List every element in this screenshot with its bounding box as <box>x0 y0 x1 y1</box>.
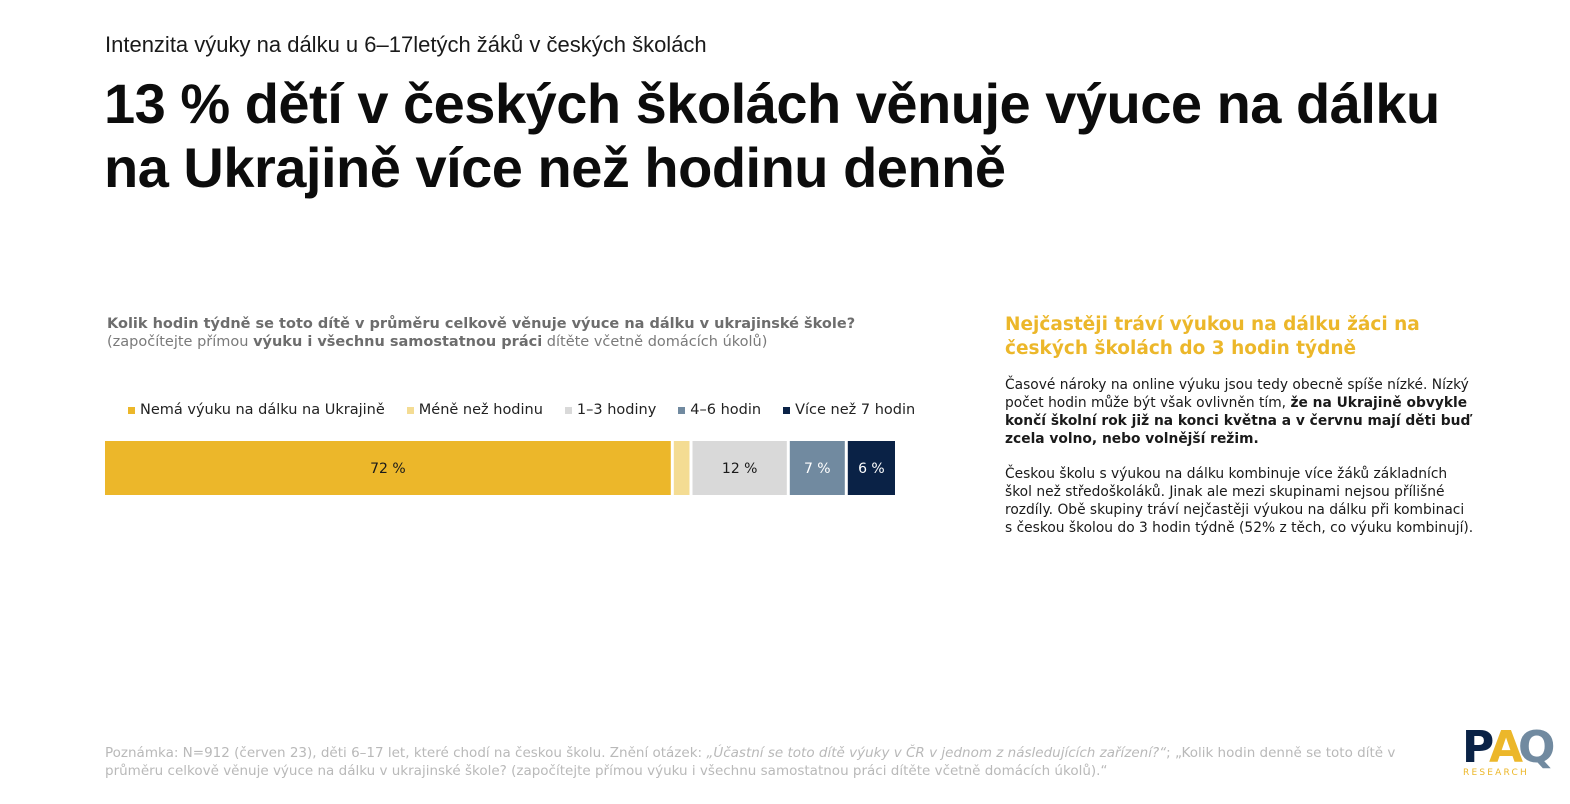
legend-label: 1–3 hodiny <box>576 402 657 418</box>
legend-swatch <box>678 406 686 414</box>
page-headline: 13 % dětí v českých školách věnuje výuce… <box>104 72 1440 199</box>
side-heading: Nejčastěji tráví výukou na dálku žáci na… <box>1005 314 1420 359</box>
bar-segment-1 <box>673 441 690 495</box>
side-p1-bold: že na Ukrajině obvykle končí školní rok … <box>1005 395 1471 447</box>
survey-question: Kolik hodin týdně se toto dítě v průměru… <box>107 315 855 351</box>
legend-item-1: Méně než hodinu <box>406 402 543 418</box>
footnote-question-1: „Účastní se toto dítě výuky v ČR v jedno… <box>706 745 1167 761</box>
logo-letter-p: P <box>1462 722 1494 773</box>
bar-segment-3 <box>789 441 845 495</box>
footnote-c: ; „Kolik hodin denně se toto dítě v prům… <box>105 745 1396 779</box>
legend-label: Nemá výuku na dálku na Ukrajině <box>140 402 385 418</box>
legend-label: Méně než hodinu <box>418 402 543 418</box>
chart-legend: Nemá výuku na dálku na Ukrajině Méně než … <box>128 400 937 420</box>
stacked-bar-chart: 72 % 12 % 7 % 6 % <box>105 441 895 495</box>
legend-swatch <box>564 406 572 414</box>
bar-segment-0 <box>105 441 671 495</box>
question-note-bold: výuku i všechnu samostatnou práci <box>253 334 543 350</box>
bar-data-label-3: 7 % <box>804 461 831 477</box>
bar-segment-4 <box>847 441 895 495</box>
paq-research-logo: P A Q RESEARCH <box>1462 722 1554 778</box>
footnote-a: Poznámka: N=912 (červen 23), děti 6–17 l… <box>105 745 707 761</box>
legend-item-2: 1–3 hodiny <box>564 402 657 418</box>
legend-label: 4–6 hodin <box>690 402 762 418</box>
stacked-bar-svg: 72 % 12 % 7 % 6 % <box>105 441 895 495</box>
legend-item-3: 4–6 hodin <box>678 402 761 418</box>
bar-data-label-0: 72 % <box>370 461 406 477</box>
page-subtitle: Intenzita výuky na dálku u 6–17letých žá… <box>105 32 707 57</box>
logo-tagline: RESEARCH <box>1463 768 1529 778</box>
legend-item-0: Nemá výuku na dálku na Ukrajině <box>128 402 385 418</box>
bar-data-label-4: 6 % <box>858 461 885 477</box>
legend-item-4: Více než 7 hodin <box>783 402 915 418</box>
question-note-a: (započítejte přímou <box>107 334 254 350</box>
legend-swatch <box>406 406 414 414</box>
bar-data-label-2: 12 % <box>722 461 758 477</box>
question-line: Kolik hodin týdně se toto dítě v průměru… <box>107 316 856 332</box>
side-paragraph-1: Časové nároky na online výuku jsou tedy … <box>1005 376 1475 448</box>
question-note: (započítejte přímou výuku i všechnu samo… <box>107 333 855 351</box>
logo-letter-q: Q <box>1518 722 1554 773</box>
question-note-c: dítěte včetně domácích úkolů) <box>542 334 768 350</box>
side-paragraph-2: Českou školu s výukou na dálku kombinuje… <box>1005 466 1474 536</box>
bar-segment-2 <box>692 441 787 495</box>
logo-letter-a: A <box>1489 722 1523 773</box>
legend-label: Více než 7 hodin <box>795 402 916 418</box>
footnote: Poznámka: N=912 (červen 23), děti 6–17 l… <box>105 744 1405 780</box>
legend-swatch <box>128 406 135 414</box>
legend-swatch <box>783 406 791 414</box>
side-p1-text: Časové nároky na online výuku jsou tedy … <box>1005 377 1469 411</box>
